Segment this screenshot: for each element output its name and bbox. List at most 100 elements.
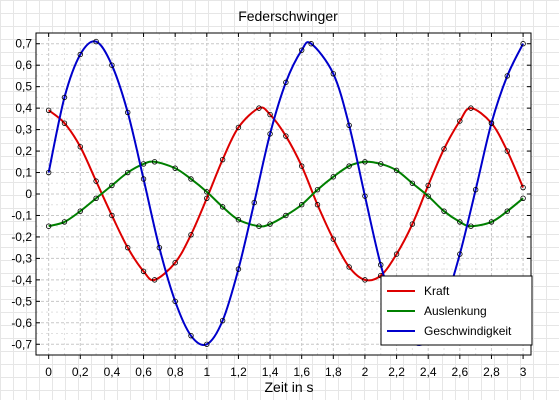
data-point: [425, 182, 431, 189]
data-point: [77, 208, 83, 214]
data-point: [362, 159, 368, 165]
data-point: [409, 180, 416, 186]
data-point: [93, 178, 99, 184]
data-point: [330, 236, 337, 242]
data-point: [308, 41, 314, 47]
data-point: [488, 120, 495, 126]
data-point: [204, 341, 210, 347]
data-point: [330, 71, 337, 77]
data-point: [425, 193, 431, 199]
series-kraft: [45, 105, 526, 283]
x-tick-label: 3: [520, 365, 527, 379]
data-point: [378, 161, 384, 167]
data-point: [520, 41, 526, 47]
data-point: [61, 94, 68, 101]
x-tick-label: 0,8: [167, 365, 184, 379]
data-point: [457, 118, 463, 124]
data-point: [488, 219, 495, 225]
data-point: [125, 244, 131, 251]
data-point: [330, 174, 337, 180]
data-point: [125, 169, 131, 176]
data-point: [219, 204, 226, 210]
data-point: [468, 105, 474, 111]
data-point: [314, 187, 321, 193]
data-point: [151, 277, 158, 283]
data-point: [45, 107, 52, 113]
data-point: [346, 264, 352, 270]
data-point: [504, 208, 510, 214]
data-point: [298, 163, 305, 169]
data-point: [283, 212, 289, 219]
data-point: [256, 105, 262, 111]
data-point: [172, 298, 178, 305]
data-point: [504, 73, 510, 79]
x-tick-label: 0: [45, 365, 52, 379]
x-tick-label: 1,8: [325, 365, 342, 379]
data-point: [298, 202, 305, 208]
data-point: [298, 47, 305, 53]
data-point: [378, 262, 384, 268]
y-tick-label: 0: [25, 187, 32, 201]
y-tick-label: 0,3: [15, 123, 32, 137]
data-point: [61, 120, 68, 126]
data-point: [457, 251, 463, 257]
data-point: [93, 38, 99, 45]
y-tick-label: 0,6: [15, 58, 32, 72]
data-point: [156, 244, 163, 251]
data-point: [267, 111, 273, 118]
data-point: [188, 332, 194, 339]
data-point: [140, 176, 147, 182]
data-point: [93, 195, 99, 201]
data-point: [314, 202, 321, 208]
y-tick-label: -0,2: [11, 230, 32, 244]
x-tick-label: 1,4: [262, 365, 279, 379]
series-line: [48, 106, 525, 282]
data-point: [45, 223, 52, 229]
data-point: [504, 148, 510, 154]
data-point: [409, 221, 416, 227]
y-tick-label: -0,6: [11, 316, 32, 330]
legend-label: Geschwindigkeit: [424, 324, 512, 338]
data-point: [235, 124, 242, 131]
y-tick-label: 0,2: [15, 144, 32, 158]
legend-label: Auslenkung: [424, 304, 487, 318]
data-point: [172, 259, 178, 266]
data-point: [520, 195, 526, 201]
data-point: [61, 219, 68, 225]
x-tick-label: 2,8: [483, 365, 500, 379]
data-point: [172, 165, 178, 171]
data-point: [235, 217, 242, 223]
x-tick-label: 0,4: [104, 365, 121, 379]
chart-title: Federschwinger: [238, 8, 338, 24]
data-point: [346, 163, 352, 169]
data-point: [441, 208, 447, 214]
data-point: [251, 199, 257, 206]
x-tick-label: 1: [203, 365, 210, 379]
data-point: [441, 146, 447, 152]
data-point: [472, 187, 479, 193]
data-point: [188, 176, 194, 182]
data-point: [256, 223, 262, 229]
legend: Kraft Auslenkung Geschwindigkeit: [380, 275, 533, 346]
y-tick-label: -0,1: [11, 208, 32, 222]
x-tick-label: 0,2: [72, 365, 89, 379]
data-point: [362, 277, 368, 283]
data-point: [362, 193, 368, 199]
y-tick-label: -0,5: [11, 294, 32, 308]
data-point: [204, 189, 210, 195]
data-point: [219, 317, 226, 324]
series-line: [48, 160, 524, 228]
x-tick-label: 2,2: [388, 365, 405, 379]
y-tick-label: 0,4: [15, 101, 32, 115]
data-point: [393, 167, 400, 174]
data-point: [109, 182, 115, 189]
data-point: [468, 223, 474, 229]
data-point: [393, 251, 400, 257]
y-axis-ticks: 0,7 0,6 0,5 0,4 0,3 0,2 0,1 0 -0,1 -0,2 -0,3 -0,4 -0…: [11, 37, 531, 351]
data-point: [267, 221, 273, 227]
data-point: [77, 51, 83, 58]
y-tick-label: -0,4: [11, 273, 32, 287]
data-point: [457, 219, 463, 225]
